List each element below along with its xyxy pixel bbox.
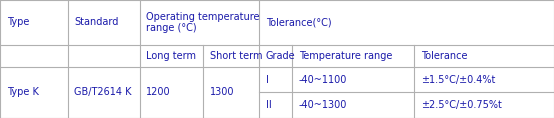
Text: Tolerance(°C): Tolerance(°C) [266, 17, 331, 27]
Text: -40~1300: -40~1300 [299, 100, 347, 110]
Text: Type: Type [7, 17, 29, 27]
Text: I: I [266, 75, 269, 84]
Text: ±2.5°C/±0.75%t: ±2.5°C/±0.75%t [421, 100, 502, 110]
Text: Temperature range: Temperature range [299, 51, 392, 61]
Text: Tolerance: Tolerance [421, 51, 468, 61]
Text: ±1.5°C/±0.4%t: ±1.5°C/±0.4%t [421, 75, 495, 84]
Text: -40~1100: -40~1100 [299, 75, 347, 84]
Text: Standard: Standard [74, 17, 119, 27]
Text: GB/T2614 K: GB/T2614 K [74, 87, 132, 97]
Text: Type K: Type K [7, 87, 39, 97]
Text: Operating temperature
range (°C): Operating temperature range (°C) [146, 12, 260, 33]
Text: Short term: Short term [210, 51, 263, 61]
Text: 1300: 1300 [210, 87, 234, 97]
Text: 1200: 1200 [146, 87, 171, 97]
Text: II: II [266, 100, 271, 110]
Text: Long term: Long term [146, 51, 196, 61]
Text: Grade: Grade [266, 51, 295, 61]
